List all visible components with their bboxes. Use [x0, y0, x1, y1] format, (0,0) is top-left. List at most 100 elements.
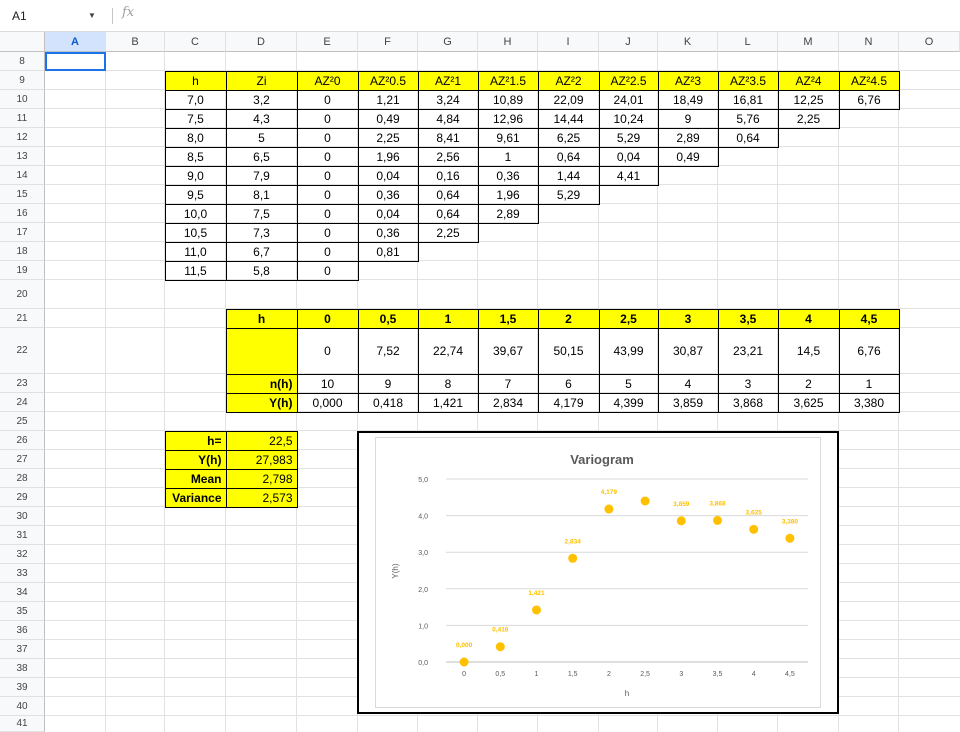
- row-header-37[interactable]: 37: [0, 640, 45, 659]
- table2-y[interactable]: 4,399: [598, 392, 659, 413]
- summary-value[interactable]: 2,573: [225, 487, 298, 508]
- row-header-41[interactable]: 41: [0, 716, 45, 732]
- table1-cell[interactable]: 0,64: [417, 203, 479, 224]
- table1-cell[interactable]: 4,3: [225, 108, 298, 129]
- table2-h-value[interactable]: 3: [657, 308, 719, 329]
- select-all-corner[interactable]: [0, 32, 45, 52]
- table2-sum[interactable]: 23,21: [717, 327, 779, 375]
- row-header-10[interactable]: 10: [0, 90, 45, 109]
- table1-cell[interactable]: 6,7: [225, 241, 298, 262]
- selected-cell-a1[interactable]: [45, 52, 106, 71]
- chart-area[interactable]: Variogram 0,0 1,0 2,0 3,0 4,0 5,0 0 0,5 1 1,5 2 2,5 3…: [375, 437, 821, 708]
- row-header-30[interactable]: 30: [0, 507, 45, 526]
- table1-cell[interactable]: 5,29: [598, 127, 659, 148]
- row-header-28[interactable]: 28: [0, 469, 45, 488]
- row-header-13[interactable]: 13: [0, 147, 45, 166]
- row-header-8[interactable]: 8: [0, 52, 45, 71]
- table2-h-value[interactable]: 1,5: [477, 308, 539, 329]
- table1-cell[interactable]: 9,61: [477, 127, 539, 148]
- table1-cell[interactable]: 4,41: [598, 165, 659, 186]
- table1-header[interactable]: AZ²0.5: [357, 70, 419, 91]
- table2-h-value[interactable]: 3,5: [717, 308, 779, 329]
- table1-cell[interactable]: 8,1: [225, 184, 298, 205]
- table1-cell[interactable]: 0: [296, 146, 359, 167]
- table2-y[interactable]: 1,421: [417, 392, 479, 413]
- table1-cell[interactable]: 2,89: [657, 127, 719, 148]
- table1-cell[interactable]: 18,49: [657, 89, 719, 110]
- table2-sum-label[interactable]: [225, 327, 298, 375]
- table2-sum[interactable]: 43,99: [598, 327, 659, 375]
- table2-n[interactable]: 6: [537, 373, 600, 394]
- table1-header[interactable]: AZ²1: [417, 70, 479, 91]
- column-header-d[interactable]: D: [226, 32, 297, 52]
- column-header-h[interactable]: H: [478, 32, 538, 52]
- table1-cell[interactable]: 5,76: [717, 108, 779, 129]
- table1-cell[interactable]: 14,44: [537, 108, 600, 129]
- row-header-15[interactable]: 15: [0, 185, 45, 204]
- table1-cell[interactable]: 0,64: [537, 146, 600, 167]
- table2-n-label[interactable]: n(h): [225, 373, 298, 394]
- table1-cell[interactable]: 11,5: [164, 260, 227, 281]
- table1-cell[interactable]: 6,76: [838, 89, 900, 110]
- table1-cell[interactable]: 6,5: [225, 146, 298, 167]
- column-header-f[interactable]: F: [358, 32, 418, 52]
- column-header-m[interactable]: M: [778, 32, 839, 52]
- table1-cell[interactable]: 0,36: [357, 184, 419, 205]
- table1-cell[interactable]: 2,89: [477, 203, 539, 224]
- table1-cell[interactable]: 5: [225, 127, 298, 148]
- name-box[interactable]: A1: [12, 9, 27, 23]
- table1-cell[interactable]: 1,44: [537, 165, 600, 186]
- table2-n[interactable]: 8: [417, 373, 479, 394]
- column-header-n[interactable]: N: [839, 32, 899, 52]
- row-header-29[interactable]: 29: [0, 488, 45, 507]
- table2-h-label[interactable]: h: [225, 308, 298, 329]
- table2-n[interactable]: 3: [717, 373, 779, 394]
- table1-cell[interactable]: 1,21: [357, 89, 419, 110]
- table1-cell[interactable]: 3,2: [225, 89, 298, 110]
- row-header-16[interactable]: 16: [0, 204, 45, 223]
- row-header-31[interactable]: 31: [0, 526, 45, 545]
- table1-header[interactable]: AZ²2: [537, 70, 600, 91]
- table2-n[interactable]: 10: [296, 373, 359, 394]
- table2-y[interactable]: 3,380: [838, 392, 900, 413]
- table1-cell[interactable]: 9,5: [164, 184, 227, 205]
- table2-n[interactable]: 7: [477, 373, 539, 394]
- table2-n[interactable]: 1: [838, 373, 900, 394]
- table1-cell[interactable]: 24,01: [598, 89, 659, 110]
- table1-cell[interactable]: 8,5: [164, 146, 227, 167]
- table2-sum[interactable]: 50,15: [537, 327, 600, 375]
- table2-sum[interactable]: 6,76: [838, 327, 900, 375]
- table2-h-value[interactable]: 0: [296, 308, 359, 329]
- table1-header[interactable]: AZ²2.5: [598, 70, 659, 91]
- table1-cell[interactable]: 7,5: [164, 108, 227, 129]
- table1-cell[interactable]: 6,25: [537, 127, 600, 148]
- table1-cell[interactable]: 0,04: [357, 165, 419, 186]
- table1-cell[interactable]: 0: [296, 165, 359, 186]
- table2-h-value[interactable]: 1: [417, 308, 479, 329]
- table1-cell[interactable]: 0: [296, 89, 359, 110]
- table1-cell[interactable]: 0: [296, 241, 359, 262]
- summary-label[interactable]: Mean: [164, 468, 227, 489]
- row-header-32[interactable]: 32: [0, 545, 45, 564]
- table2-sum[interactable]: 22,74: [417, 327, 479, 375]
- row-header-39[interactable]: 39: [0, 678, 45, 697]
- table1-cell[interactable]: 10,5: [164, 222, 227, 243]
- table1-header[interactable]: Zi: [225, 70, 298, 91]
- column-header-c[interactable]: C: [165, 32, 226, 52]
- table1-cell[interactable]: 8,41: [417, 127, 479, 148]
- column-header-e[interactable]: E: [297, 32, 358, 52]
- table1-header[interactable]: AZ²3: [657, 70, 719, 91]
- row-header-11[interactable]: 11: [0, 109, 45, 128]
- formula-input[interactable]: [150, 6, 950, 26]
- table2-sum[interactable]: 0: [296, 327, 359, 375]
- table1-header[interactable]: h: [164, 70, 227, 91]
- row-header-26[interactable]: 26: [0, 431, 45, 450]
- row-header-40[interactable]: 40: [0, 697, 45, 716]
- table2-y[interactable]: 4,179: [537, 392, 600, 413]
- table2-y[interactable]: 3,859: [657, 392, 719, 413]
- table2-n[interactable]: 5: [598, 373, 659, 394]
- summary-value[interactable]: 2,798: [225, 468, 298, 489]
- table1-cell[interactable]: 0,64: [417, 184, 479, 205]
- table1-cell[interactable]: 1,96: [357, 146, 419, 167]
- table1-cell[interactable]: 5,29: [537, 184, 600, 205]
